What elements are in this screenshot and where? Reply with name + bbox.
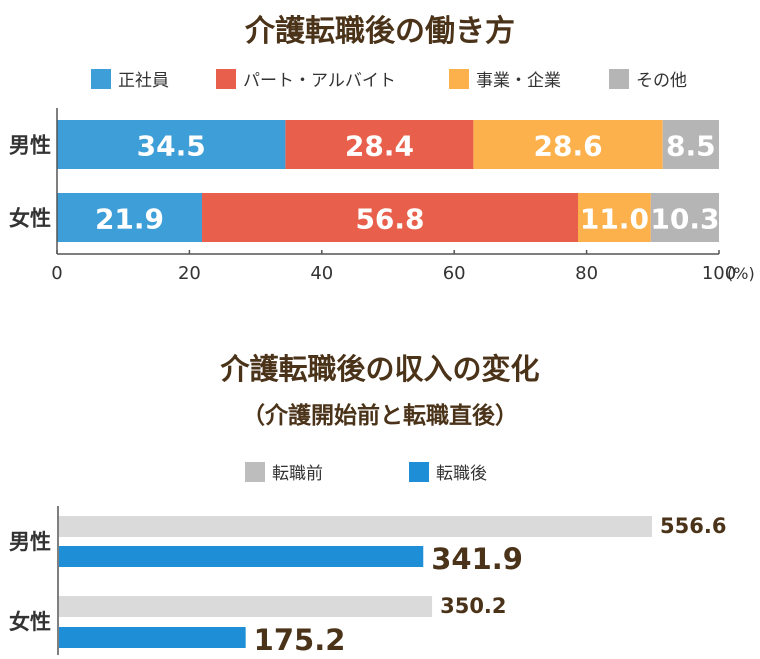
data-label: 175.2 xyxy=(254,623,346,657)
legend-swatch xyxy=(609,68,629,89)
category-label: 男性 xyxy=(9,134,51,158)
legend-item-other: その他 xyxy=(609,66,687,91)
x-tick-label: 60 xyxy=(443,263,466,284)
data-label: 34.5 xyxy=(137,130,206,163)
x-tick-label: 40 xyxy=(310,263,333,284)
legend-label: 事業・企業 xyxy=(476,71,561,91)
legend-label: 転職後 xyxy=(436,464,487,484)
legend-item-part: パート・アルバイト xyxy=(216,66,396,91)
legend-label: パート・アルバイト xyxy=(243,71,396,91)
bar xyxy=(59,546,424,567)
chart1-title: 介護転職後の働き方 xyxy=(245,14,515,49)
bar-segment xyxy=(473,120,663,169)
chart2-subtitle: （介護開始前と転職直後） xyxy=(242,403,518,429)
data-label: 8.5 xyxy=(666,130,716,163)
x-tick-label: 100 xyxy=(702,263,736,284)
legend-label: 正社員 xyxy=(118,71,169,91)
legend-label: その他 xyxy=(636,71,687,91)
legend-swatch xyxy=(449,68,469,89)
bar-segment xyxy=(650,193,719,242)
data-label: 56.8 xyxy=(355,203,424,236)
bar xyxy=(59,627,246,648)
bar-segment xyxy=(57,120,286,169)
legend-item-business: 事業・企業 xyxy=(449,66,561,91)
bar-segment xyxy=(57,193,202,242)
legend-swatch xyxy=(245,461,265,482)
x-tick-label: 80 xyxy=(575,263,598,284)
legend-swatch xyxy=(91,68,111,89)
data-label: 10.3 xyxy=(650,203,719,236)
data-label: 28.4 xyxy=(345,130,414,163)
data-label: 21.9 xyxy=(95,203,164,236)
category-label: 女性 xyxy=(9,207,51,231)
bar xyxy=(59,516,652,537)
bar xyxy=(59,596,433,617)
bar-segment xyxy=(577,193,651,242)
bar-segment xyxy=(201,193,578,242)
data-label: 341.9 xyxy=(431,542,523,576)
legend-item-seishain: 正社員 xyxy=(91,66,169,91)
data-label: 28.6 xyxy=(534,130,603,163)
legend-swatch xyxy=(409,461,429,482)
category-label: 男性 xyxy=(9,530,51,554)
bar-segment xyxy=(285,120,474,169)
x-tick-label: 0 xyxy=(51,263,62,284)
x-unit-label: (%) xyxy=(727,264,755,283)
bar-segment xyxy=(662,120,719,169)
category-label: 女性 xyxy=(9,610,51,634)
legend-item-before: 転職前 xyxy=(245,459,323,484)
legend-swatch xyxy=(216,68,236,89)
x-tick-label: 20 xyxy=(178,263,201,284)
chart2-title: 介護転職後の収入の変化 xyxy=(220,352,540,386)
data-label: 556.6 xyxy=(660,514,726,538)
legend-label: 転職前 xyxy=(272,464,323,484)
legend-item-after: 転職後 xyxy=(409,459,487,484)
data-label: 350.2 xyxy=(440,594,506,618)
data-label: 11.0 xyxy=(580,203,649,236)
